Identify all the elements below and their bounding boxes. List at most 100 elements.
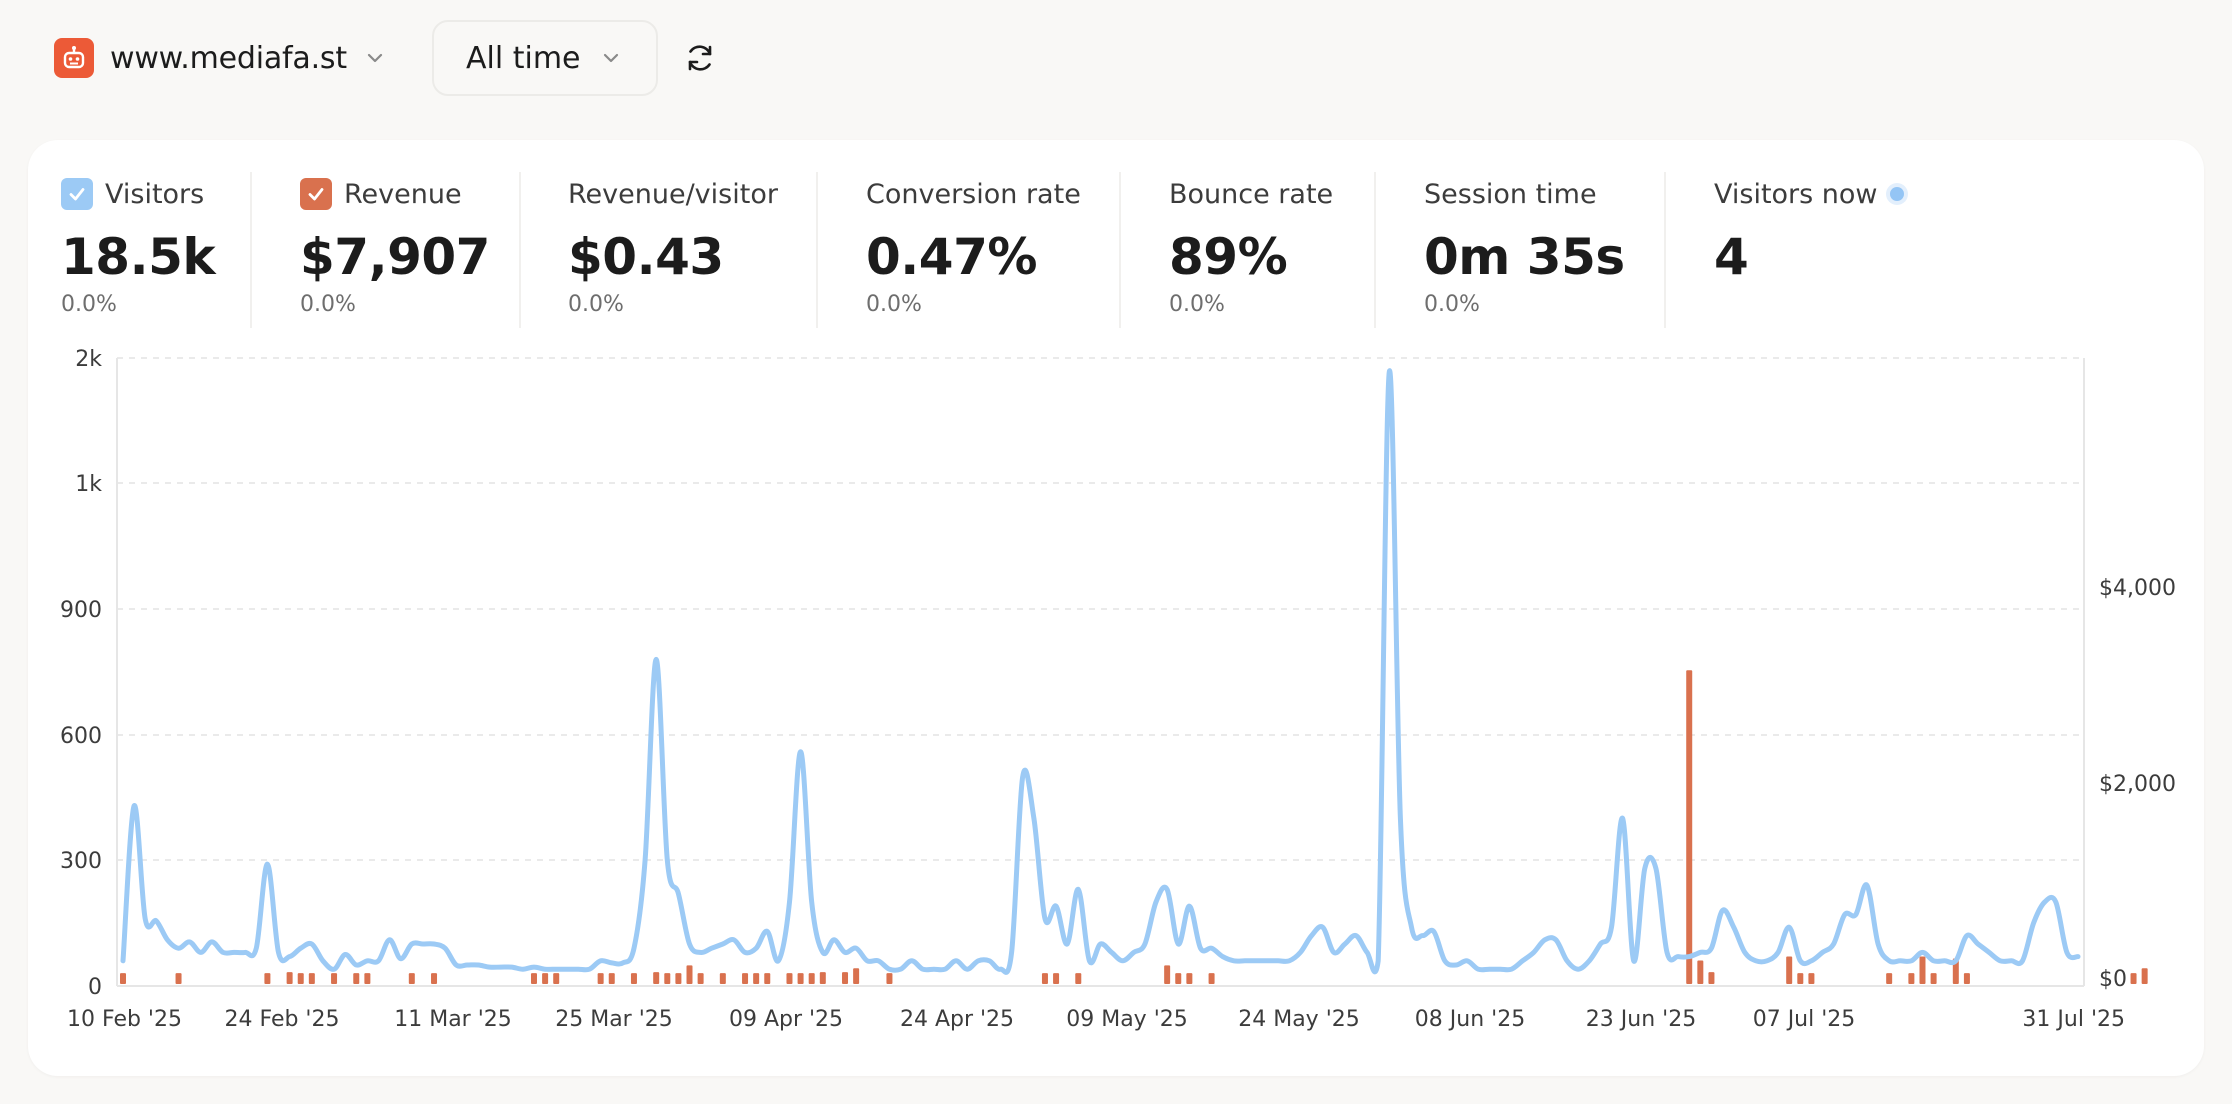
x-tick-label: 24 May '25	[1238, 1007, 1360, 1032]
revenue-bar	[597, 973, 604, 984]
metric-label: Revenue	[344, 178, 462, 210]
x-tick-label: 09 Apr '25	[729, 1007, 843, 1032]
y-tick-label: 2k	[75, 347, 102, 372]
revenue-bar	[1786, 956, 1793, 984]
metric-conversion-rate[interactable]: Conversion rate 0.47% 0.0%	[866, 174, 1106, 324]
revenue-bar	[808, 973, 815, 984]
revenue-bar	[553, 973, 560, 984]
revenue-bar	[431, 973, 438, 984]
metric-bounce-rate[interactable]: Bounce rate 89% 0.0%	[1169, 174, 1369, 324]
date-range-select[interactable]: All time	[432, 20, 658, 96]
metric-divider	[1664, 172, 1666, 328]
revenue-bar	[664, 973, 671, 984]
check-icon	[69, 188, 85, 201]
revenue-bar	[1208, 973, 1215, 984]
y-tick-label: 600	[60, 724, 102, 749]
x-tick-label: 09 May '25	[1066, 1007, 1188, 1032]
metric-value: 18.5k	[61, 228, 216, 286]
revenue-bar	[653, 972, 660, 984]
x-tick-label: 11 Mar '25	[394, 1007, 512, 1032]
revenue-bar	[175, 973, 182, 984]
metric-value: 0.47%	[866, 228, 1037, 286]
revenue-bar	[764, 973, 771, 984]
revenue-bar	[742, 973, 749, 984]
site-name: www.mediafa.st	[110, 40, 347, 76]
metric-change: 0.0%	[300, 292, 356, 317]
revenue-bar	[1963, 973, 1970, 984]
metric-value: 89%	[1169, 228, 1288, 286]
refresh-icon[interactable]	[683, 41, 717, 75]
x-tick-label: 07 Jul '25	[1753, 1007, 1856, 1032]
revenue-bar	[1708, 972, 1715, 984]
revenue-bar	[1930, 973, 1937, 984]
metric-label: Conversion rate	[866, 178, 1081, 210]
revenue-bar	[675, 973, 682, 984]
metric-label: Visitors	[105, 178, 205, 210]
revenue-bar	[2130, 973, 2137, 984]
metric-value: $7,907	[300, 228, 490, 286]
y-tick-label: 900	[60, 598, 102, 623]
visitors-line	[120, 368, 2081, 975]
metric-visitors[interactable]: Visitors 18.5k 0.0%	[61, 174, 261, 324]
revenue-bar	[286, 972, 293, 984]
metric-divider	[1374, 172, 1376, 328]
revenue-bar	[1952, 958, 1959, 984]
x-tick-label: 08 Jun '25	[1415, 1007, 1525, 1032]
revenue-bar	[819, 972, 826, 984]
revenue-bar	[308, 973, 315, 984]
check-icon	[308, 188, 324, 201]
revenue-bar	[353, 973, 360, 984]
metric-revenue-per-visitor[interactable]: Revenue/visitor $0.43 0.0%	[568, 174, 808, 324]
metric-divider	[1119, 172, 1121, 328]
metric-change: 0.0%	[1424, 292, 1480, 317]
metric-value: 0m 35s	[1424, 228, 1625, 286]
metric-label: Revenue/visitor	[568, 178, 778, 210]
revenue-bar	[530, 973, 537, 984]
revenue-bar	[1886, 973, 1893, 984]
metric-session-time[interactable]: Session time 0m 35s 0.0%	[1424, 174, 1654, 324]
visitors-checkbox[interactable]	[61, 178, 93, 210]
x-tick-label: 10 Feb '25	[67, 1007, 182, 1032]
revenue-bar	[364, 973, 371, 984]
metric-label: Bounce rate	[1169, 178, 1334, 210]
revenue-bar	[842, 972, 849, 984]
revenue-bar	[1919, 956, 1926, 984]
revenue-bar	[2141, 968, 2148, 984]
y2-tick-label: $0	[2099, 967, 2127, 992]
revenue-checkbox[interactable]	[300, 178, 332, 210]
revenue-bar	[697, 973, 704, 984]
metric-label: Visitors now	[1714, 178, 1878, 210]
chevron-down-icon	[603, 53, 618, 63]
metric-label: Session time	[1424, 178, 1597, 210]
metric-value: $0.43	[568, 228, 724, 286]
metric-divider	[250, 172, 252, 328]
metric-value: 4	[1714, 228, 1749, 286]
x-tick-label: 23 Jun '25	[1586, 1007, 1696, 1032]
revenue-bar	[1041, 973, 1048, 984]
revenue-bar	[1697, 960, 1704, 984]
revenue-bar	[630, 973, 637, 984]
revenue-bar	[719, 973, 726, 984]
x-tick-label: 25 Mar '25	[555, 1007, 673, 1032]
live-indicator-icon	[1889, 187, 1904, 201]
metric-change: 0.0%	[866, 292, 922, 317]
top-bar: www.mediafa.st All time	[0, 0, 2232, 120]
y2-tick-label: $4,000	[2099, 576, 2176, 601]
metric-change: 0.0%	[568, 292, 624, 317]
robot-icon	[54, 38, 94, 78]
date-range-label: All time	[466, 40, 581, 76]
revenue-bar	[297, 973, 304, 984]
revenue-bar	[542, 973, 549, 984]
y-tick-label: 0	[88, 975, 102, 1000]
metric-change: 0.0%	[1169, 292, 1225, 317]
metric-visitors-now[interactable]: Visitors now 4	[1714, 174, 1954, 324]
revenue-bar	[797, 973, 804, 984]
revenue-bar	[264, 973, 271, 984]
site-selector[interactable]: www.mediafa.st	[54, 38, 387, 78]
y2-tick-label: $2,000	[2099, 772, 2176, 797]
metric-revenue[interactable]: Revenue $7,907 0.0%	[300, 174, 500, 324]
revenue-bar	[1686, 670, 1693, 984]
revenue-bar	[753, 973, 760, 984]
metric-divider	[816, 172, 818, 328]
visitors-revenue-chart[interactable]: 0 300 600 900 1k 2k $0 $2,000 $4,000 10 Feb '25 24…	[28, 140, 2204, 1076]
